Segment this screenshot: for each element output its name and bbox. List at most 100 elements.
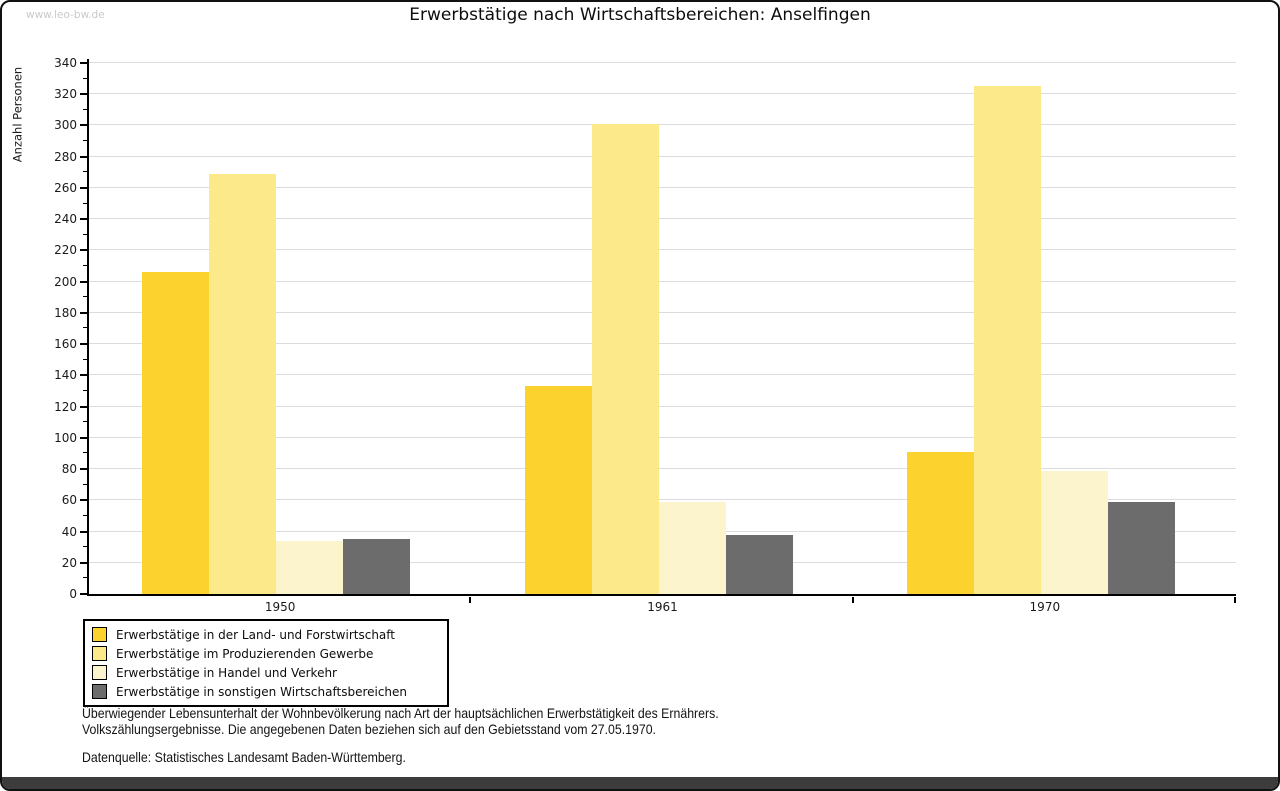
x-axis-tick [852, 597, 854, 603]
footnote-line-1: Überwiegender Lebensunterhalt der Wohnbe… [82, 705, 719, 721]
y-axis-tick [80, 61, 87, 64]
y-tick-label: 80 [61, 462, 77, 477]
y-tick-label: 260 [54, 180, 77, 195]
legend-row: Erwerbstätige in Handel und Verkehr [85, 663, 447, 682]
legend-swatch [92, 627, 107, 642]
y-axis-minor-tick [83, 140, 87, 142]
gridline [89, 124, 1236, 126]
y-axis-tick [80, 561, 87, 564]
y-axis-minor-tick [83, 264, 87, 266]
legend-row: Erwerbstätige in der Land- und Forstwirt… [85, 625, 447, 644]
y-tick-label: 320 [54, 87, 77, 102]
y-axis-tick [80, 249, 87, 252]
y-axis-tick [80, 530, 87, 533]
y-tick-label: 60 [61, 493, 77, 508]
gridline [89, 374, 1236, 376]
data-source-line: Datenquelle: Statistisches Landesamt Bad… [82, 749, 406, 765]
gridline [89, 186, 1236, 188]
y-tick-label: 280 [54, 149, 77, 164]
bar-1950-series1 [142, 272, 209, 594]
y-axis-tick [80, 155, 87, 158]
y-axis-minor-tick [83, 514, 87, 516]
y-axis-tick [80, 93, 87, 96]
y-axis-minor-tick [83, 577, 87, 579]
y-tick-label: 100 [54, 430, 77, 445]
y-tick-label: 240 [54, 212, 77, 227]
chart-title: Erwerbstätige nach Wirtschaftsbereichen:… [409, 5, 871, 25]
y-axis-minor-tick [83, 421, 87, 423]
gridline [89, 343, 1236, 345]
footnote-block: Überwiegender Lebensunterhalt der Wohnbe… [82, 705, 874, 766]
y-tick-label: 40 [61, 524, 77, 539]
legend-swatch [92, 665, 107, 680]
gridline [89, 93, 1236, 95]
x-axis-tick [469, 597, 471, 603]
bar-1961-series4 [726, 535, 793, 594]
legend-label: Erwerbstätige im Produzierenden Gewerbe [116, 646, 374, 661]
x-tick-label: 1970 [1029, 600, 1061, 614]
y-tick-label: 120 [54, 399, 77, 414]
legend-label: Erwerbstätige in Handel und Verkehr [116, 665, 337, 680]
y-axis-tick [80, 186, 87, 189]
watermark: www.leo-bw.de [26, 9, 105, 21]
gridline [89, 280, 1236, 282]
y-axis-tick [80, 436, 87, 439]
legend-row: Erwerbstätige in sonstigen Wirtschaftsbe… [85, 682, 447, 701]
y-tick-label: 180 [54, 305, 77, 320]
y-axis-minor-tick [83, 546, 87, 548]
y-axis-tick [80, 343, 87, 346]
gridline [89, 436, 1236, 438]
bar-1961-series3 [659, 502, 726, 594]
y-axis-minor-tick [83, 389, 87, 391]
y-axis-minor-tick [83, 452, 87, 454]
legend: Erwerbstätige in der Land- und Forstwirt… [83, 619, 449, 707]
y-tick-label: 300 [54, 118, 77, 133]
y-axis-tick [80, 405, 87, 408]
plot-area: 0 20 40 60 80 100 120 140 160 180 200 220 240 260 280 3… [54, 56, 1236, 614]
y-axis-minor-tick [83, 171, 87, 173]
gridline [89, 405, 1236, 407]
x-tick-label: 1950 [264, 600, 296, 614]
y-tick-label: 0 [69, 587, 77, 601]
bar-1950-series4 [343, 539, 410, 594]
gridline [89, 311, 1236, 313]
gridline [89, 61, 1236, 63]
y-tick-label: 340 [54, 55, 77, 70]
y-tick-label: 220 [54, 243, 77, 258]
y-axis-tick [80, 593, 87, 595]
y-tick-label: 200 [54, 274, 77, 289]
bar-1970-series1 [907, 452, 974, 594]
footnote-line-2: Volkszählungsergebnisse. Die angegebenen… [82, 720, 656, 737]
x-tick-label: 1961 [647, 600, 678, 614]
bar-1950-series3 [276, 541, 343, 594]
y-axis-tick [80, 468, 87, 471]
legend-row: Erwerbstätige im Produzierenden Gewerbe [85, 644, 447, 663]
gridline [89, 155, 1236, 157]
y-axis-minor-tick [83, 202, 87, 204]
y-axis-tick [80, 374, 87, 377]
legend-swatch [92, 646, 107, 661]
y-tick-label: 140 [54, 368, 77, 383]
y-axis-label: Anzahl Personen [10, 66, 25, 163]
gridline [89, 249, 1236, 251]
bar-1970-series2 [974, 86, 1041, 594]
bottom-bar [2, 777, 1278, 789]
y-axis-tick [80, 499, 87, 502]
y-axis-minor-tick [83, 108, 87, 110]
y-axis-minor-tick [83, 327, 87, 329]
gridline [89, 499, 1236, 501]
y-axis-tick [80, 124, 87, 127]
bar-1950-series2 [209, 174, 276, 594]
gridline [89, 468, 1236, 470]
y-tick-label: 20 [61, 555, 77, 570]
bar-1970-series3 [1041, 471, 1108, 594]
y-tick-label: 160 [54, 337, 77, 352]
x-axis-tick [1234, 597, 1236, 603]
y-axis-minor-tick [83, 296, 87, 298]
y-axis-tick [80, 218, 87, 221]
bar-1970-series4 [1108, 502, 1175, 594]
legend-label: Erwerbstätige in sonstigen Wirtschaftsbe… [116, 684, 408, 699]
legend-swatch [92, 684, 107, 699]
bar-1961-series1 [525, 386, 592, 594]
